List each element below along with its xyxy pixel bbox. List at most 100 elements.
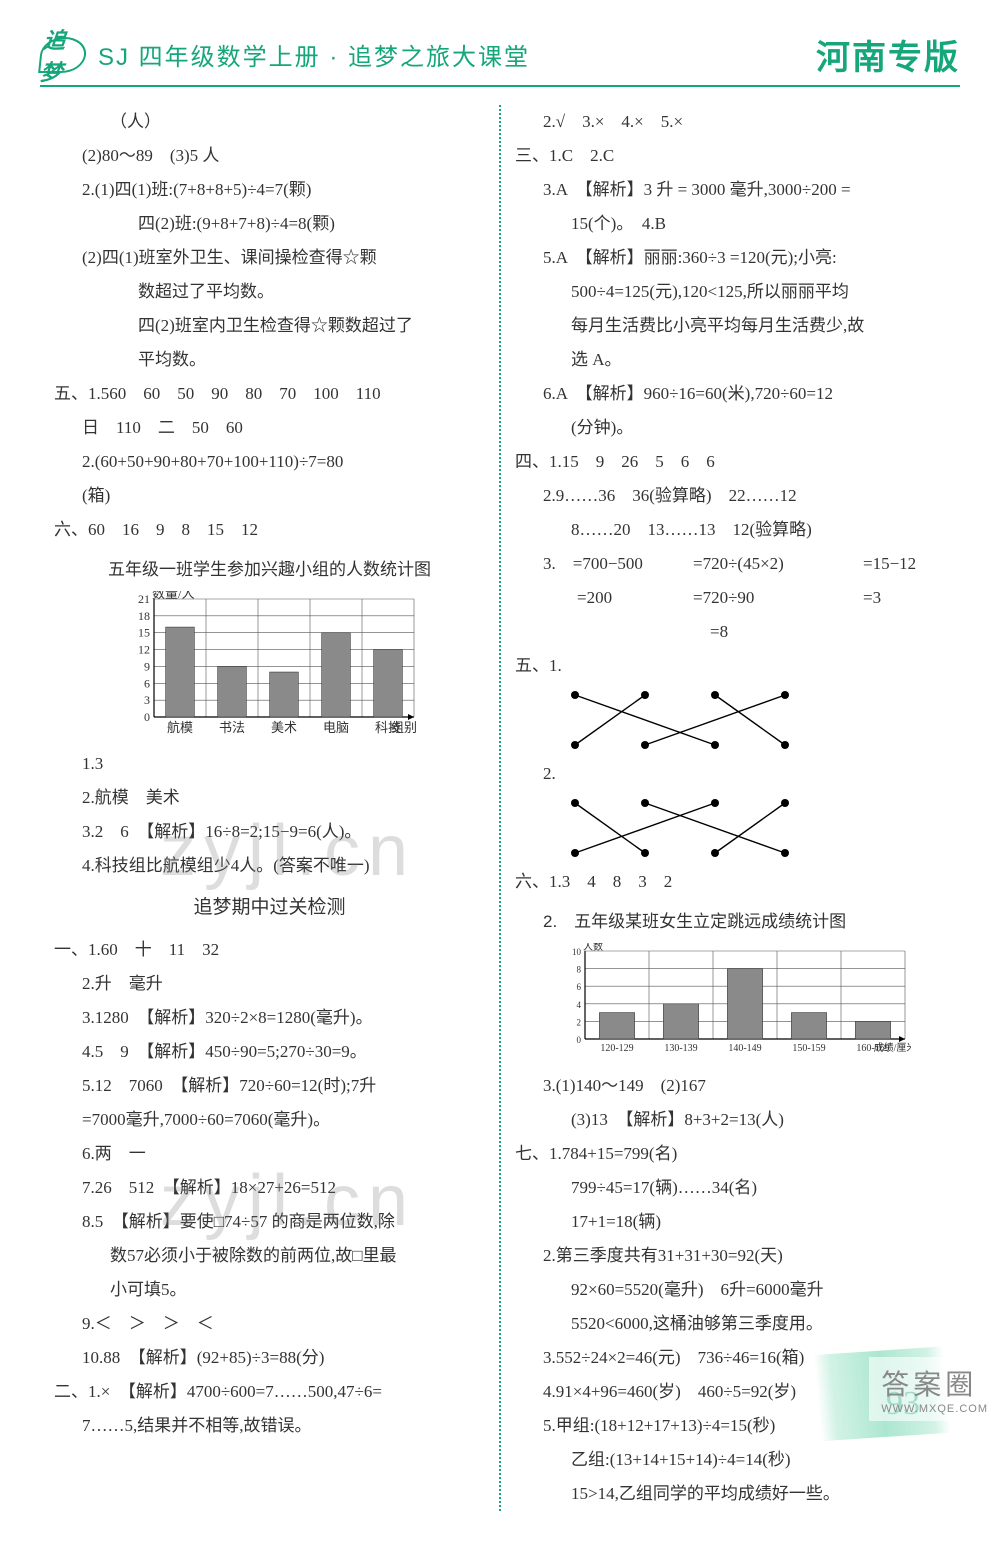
text-line: 2. xyxy=(515,757,946,791)
svg-text:美术: 美术 xyxy=(270,720,296,735)
svg-text:9: 9 xyxy=(144,659,150,673)
text-line: 6.A 【解析】960÷16=60(米),720÷60=12 xyxy=(515,377,946,411)
text-line: 17+1=18(辆) xyxy=(515,1205,946,1239)
text-line: (2)四(1)班室外卫生、课间操检查得☆颗 xyxy=(54,241,485,275)
bar-chart-1: 数量/人036912151821航模书法美术电脑科技组别 xyxy=(120,591,420,741)
svg-text:8: 8 xyxy=(576,965,581,975)
svg-text:130-139: 130-139 xyxy=(664,1043,697,1054)
text-line: 5520<6000,这桶油够第三季度用。 xyxy=(515,1307,946,1341)
text-line: 15>14,乙组同学的平均成绩好一些。 xyxy=(515,1477,946,1511)
text-line: 2.航模 美术 xyxy=(54,781,485,815)
section-title: 追梦期中过关检测 xyxy=(54,889,485,927)
text-line: 7……5,结果并不相等,故错误。 xyxy=(54,1409,485,1443)
text-line: 9.＜ ＞ ＞ ＜ xyxy=(54,1307,485,1341)
header-title: SJ 四年级数学上册 · 追梦之旅大课堂 xyxy=(98,37,804,72)
text-line: 92×60=5520(毫升) 6升=6000毫升 xyxy=(515,1273,946,1307)
svg-text:成绩/厘米: 成绩/厘米 xyxy=(873,1041,910,1054)
right-column: 2.√ 3.× 4.× 5.× 三、1.C 2.C 3.A 【解析】3 升 = … xyxy=(501,105,960,1511)
text-line: 2.第三季度共有31+31+30=92(天) xyxy=(515,1239,946,1273)
text-line: 3.2 6 【解析】16÷8=2;15−9=6(人)。 xyxy=(54,815,485,849)
answer-badge: 答案圈 WWW.MXQE.COM xyxy=(869,1357,1000,1421)
text-line: 10.88 【解析】(92+85)÷3=88(分) xyxy=(54,1341,485,1375)
text-line: 三、1.C 2.C xyxy=(515,139,946,173)
text-line: =7000毫升,7000÷60=7060(毫升)。 xyxy=(54,1103,485,1137)
eq-cell: =3 xyxy=(863,581,881,615)
text-line: 每月生活费比小亮平均每月生活费少,故 xyxy=(515,309,946,343)
text-line: （人） xyxy=(54,105,485,139)
text-line: 2.升 毫升 xyxy=(54,967,485,1001)
answer-badge-sub: WWW.MXQE.COM xyxy=(881,1403,988,1415)
svg-text:0: 0 xyxy=(144,710,150,724)
text-line: 2.√ 3.× 4.× 5.× xyxy=(515,105,946,139)
svg-text:21: 21 xyxy=(138,592,150,606)
text-line: 3.1280 【解析】320÷2×8=1280(毫升)。 xyxy=(54,1001,485,1035)
svg-text:数量/人: 数量/人 xyxy=(152,591,195,601)
text-line: 2.9……36 36(验算略) 22……12 xyxy=(515,479,946,513)
svg-text:人数: 人数 xyxy=(583,943,603,953)
text-line: 6.两 一 xyxy=(54,1137,485,1171)
text-line: 数超过了平均数。 xyxy=(54,275,485,309)
svg-text:120-129: 120-129 xyxy=(600,1043,633,1054)
content-columns: （人） (2)80～89 (3)5 人 2.(1)四(1)班:(7+8+8+5)… xyxy=(40,105,960,1511)
svg-text:3: 3 xyxy=(144,693,150,707)
text-line: 五、1.560 60 50 90 80 70 100 110 xyxy=(54,377,485,411)
text-line: 七、1.784+15=799(名) xyxy=(515,1137,946,1171)
text-line: 3.(1)140～149 (2)167 xyxy=(515,1069,946,1103)
text-line: 8……20 13……13 12(验算略) xyxy=(515,513,946,547)
page: 追梦 SJ 四年级数学上册 · 追梦之旅大课堂 河南专版 （人） (2)80～8… xyxy=(0,0,1000,1551)
eq-cell: 3. =700−500 xyxy=(543,547,693,581)
text-line: 四(2)班室内卫生检查得☆颗数超过了 xyxy=(54,309,485,343)
svg-text:组别: 组别 xyxy=(390,720,416,735)
text-line: 2.(60+50+90+80+70+100+110)÷7=80 xyxy=(54,445,485,479)
text-line: 数57必须小于被除数的前两位,故□里最 xyxy=(54,1239,485,1273)
chart2-title: 2. 五年级某班女生立定跳远成绩统计图 xyxy=(515,905,946,939)
text-line: 乙组:(13+14+15+14)÷4=14(秒) xyxy=(515,1443,946,1477)
svg-text:2: 2 xyxy=(576,1017,581,1027)
svg-text:150-159: 150-159 xyxy=(792,1043,825,1054)
eq-cell: =200 xyxy=(543,581,693,615)
text-line: 六、60 16 9 8 15 12 xyxy=(54,513,485,547)
text-line: 8.5 【解析】要使□74÷57 的商是两位数,除 xyxy=(54,1205,485,1239)
text-line: 四、1.15 9 26 5 6 6 xyxy=(515,445,946,479)
svg-text:0: 0 xyxy=(576,1035,581,1045)
text-line: 小可填5。 xyxy=(54,1273,485,1307)
matching-diagram-1 xyxy=(555,685,815,755)
svg-text:10: 10 xyxy=(572,947,582,957)
eq-cell: =15−12 xyxy=(863,547,916,581)
page-header: 追梦 SJ 四年级数学上册 · 追梦之旅大课堂 河南专版 xyxy=(40,30,960,87)
svg-text:12: 12 xyxy=(138,643,150,657)
text-line: 799÷45=17(辆)……34(名) xyxy=(515,1171,946,1205)
text-line: 5.12 7060 【解析】720÷60=12(时);7升 xyxy=(54,1069,485,1103)
svg-text:18: 18 xyxy=(138,609,150,623)
text-line: =8 xyxy=(515,615,946,649)
svg-text:书法: 书法 xyxy=(218,720,244,735)
svg-text:4: 4 xyxy=(576,1000,581,1010)
header-edition: 河南专版 xyxy=(816,30,960,79)
text-line: 4.科技组比航模组少4人。(答案不唯一) xyxy=(54,849,485,883)
logo-icon: 追梦 xyxy=(38,37,88,73)
svg-text:15: 15 xyxy=(138,626,150,640)
svg-text:6: 6 xyxy=(144,676,150,690)
text-line: 五、1. xyxy=(515,649,946,683)
chart1-title: 五年级一班学生参加兴趣小组的人数统计图 xyxy=(54,553,485,587)
text-line: 日 110 二 50 60 xyxy=(54,411,485,445)
bar-chart-2: 人数0246810120-129130-139140-149150-159160… xyxy=(551,943,911,1063)
text-line: 15(个)。 4.B xyxy=(515,207,946,241)
text-line: (2)80～89 (3)5 人 xyxy=(54,139,485,173)
text-line: 2.(1)四(1)班:(7+8+8+5)÷4=7(颗) xyxy=(54,173,485,207)
eq-cell: =720÷90 xyxy=(693,581,863,615)
text-line: 平均数。 xyxy=(54,343,485,377)
text-line: 六、1.3 4 8 3 2 xyxy=(515,865,946,899)
answer-badge-title: 答案圈 xyxy=(881,1363,988,1403)
text-line: (箱) xyxy=(54,479,485,513)
svg-text:电脑: 电脑 xyxy=(322,720,348,735)
text-line: 3.A 【解析】3 升 = 3000 毫升,3000÷200 = xyxy=(515,173,946,207)
svg-text:航模: 航模 xyxy=(166,720,192,735)
eq-cell: =720÷(45×2) xyxy=(693,547,863,581)
svg-text:6: 6 xyxy=(576,982,581,992)
text-line: 5.A 【解析】丽丽:360÷3 =120(元);小亮: xyxy=(515,241,946,275)
matching-diagram-2 xyxy=(555,793,815,863)
text-line: 500÷4=125(元),120<125,所以丽丽平均 xyxy=(515,275,946,309)
text-line: 四(2)班:(9+8+7+8)÷4=8(颗) xyxy=(54,207,485,241)
text-line: (3)13 【解析】8+3+2=13(人) xyxy=(515,1103,946,1137)
